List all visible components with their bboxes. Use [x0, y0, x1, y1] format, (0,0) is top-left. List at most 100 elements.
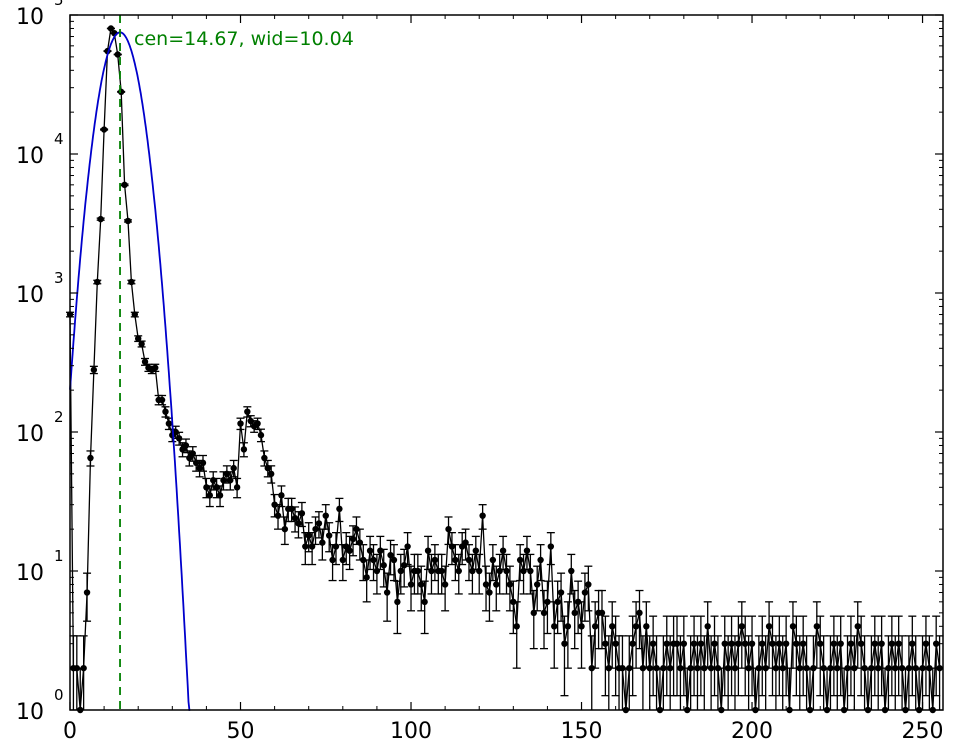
data-point: [759, 640, 766, 647]
data-point: [73, 664, 81, 672]
data-point: [820, 664, 827, 672]
data-point: [731, 664, 739, 672]
data-point: [830, 640, 838, 647]
data-point: [537, 556, 544, 564]
data-point: [588, 664, 595, 672]
data-point: [612, 640, 619, 647]
x-tick-label: 100: [390, 719, 432, 744]
data-point: [203, 484, 210, 491]
data-point: [274, 512, 282, 519]
data-point: [847, 640, 855, 647]
data-point: [165, 420, 173, 427]
data-point: [264, 464, 271, 472]
y-tick-label: 10: [16, 700, 44, 725]
y-tick-label: 10: [16, 283, 44, 308]
data-point: [530, 609, 537, 617]
data-point: [462, 539, 469, 546]
data-point: [697, 640, 705, 647]
data-point: [356, 539, 364, 546]
data-point: [919, 664, 926, 672]
data-point: [895, 640, 902, 647]
data-point: [547, 543, 555, 550]
data-point: [745, 664, 752, 672]
data-point: [397, 567, 404, 575]
data-point: [629, 640, 636, 647]
data-point: [742, 640, 749, 647]
data-point: [673, 640, 681, 647]
data-point: [271, 501, 278, 508]
data-point: [390, 556, 398, 564]
data-point: [431, 556, 439, 564]
data-point: [748, 640, 756, 647]
data-point: [643, 623, 650, 630]
data-point: [885, 664, 892, 672]
data-point: [527, 567, 534, 575]
data-point: [533, 581, 541, 588]
data-point: [892, 664, 899, 672]
y-tick-exponent: 4: [54, 130, 64, 148]
data-point: [932, 640, 940, 647]
data-point: [257, 431, 265, 439]
data-point: [844, 664, 851, 672]
data-point: [496, 567, 503, 575]
data-point: [288, 505, 295, 513]
data-point: [121, 181, 128, 189]
data-point: [905, 664, 913, 672]
data-point: [322, 512, 329, 519]
data-point: [131, 311, 138, 318]
data-point: [557, 589, 565, 596]
data-point: [506, 581, 514, 588]
data-point: [837, 640, 844, 647]
data-point: [898, 664, 906, 672]
data-point: [564, 623, 572, 630]
data-point: [404, 543, 411, 550]
data-point: [499, 547, 507, 554]
x-tick-label: 150: [561, 719, 603, 744]
data-point: [609, 623, 616, 630]
data-point: [346, 547, 353, 554]
y-tick-exponent: 2: [54, 408, 64, 426]
data-point: [291, 514, 299, 522]
data-point: [445, 525, 452, 533]
data-point: [387, 551, 394, 559]
data-point: [711, 640, 718, 647]
data-point: [677, 664, 684, 672]
data-point: [704, 623, 711, 630]
x-tick-label: 250: [902, 719, 944, 744]
data-point: [339, 556, 347, 564]
data-point: [380, 562, 387, 569]
data-point: [694, 664, 701, 672]
data-point: [240, 446, 248, 453]
data-point: [765, 623, 773, 630]
fit-annotation: cen=14.67, wid=10.04: [134, 28, 354, 50]
data-point: [336, 505, 343, 513]
data-point: [158, 396, 166, 404]
data-point: [189, 450, 196, 457]
fit-curve: [69, 31, 191, 711]
data-point: [568, 567, 575, 575]
data-point: [421, 598, 428, 606]
data-point: [182, 442, 190, 449]
data-point: [308, 543, 316, 550]
data-point: [868, 664, 875, 672]
data-point: [100, 126, 108, 133]
data-point: [680, 640, 688, 647]
data-point: [776, 640, 783, 647]
data-point: [117, 88, 125, 96]
data-point: [448, 543, 456, 550]
data-point: [128, 278, 135, 286]
data-point: [373, 567, 381, 575]
data-point: [854, 623, 861, 630]
data-point: [857, 640, 865, 647]
data-point: [83, 589, 91, 596]
data-point: [124, 217, 132, 225]
data-point: [80, 664, 87, 672]
data-point: [366, 547, 374, 554]
data-point: [90, 366, 98, 374]
x-tick-label: 50: [227, 719, 255, 744]
data-point: [772, 664, 780, 672]
data-point: [666, 664, 674, 672]
data-point: [94, 278, 101, 286]
